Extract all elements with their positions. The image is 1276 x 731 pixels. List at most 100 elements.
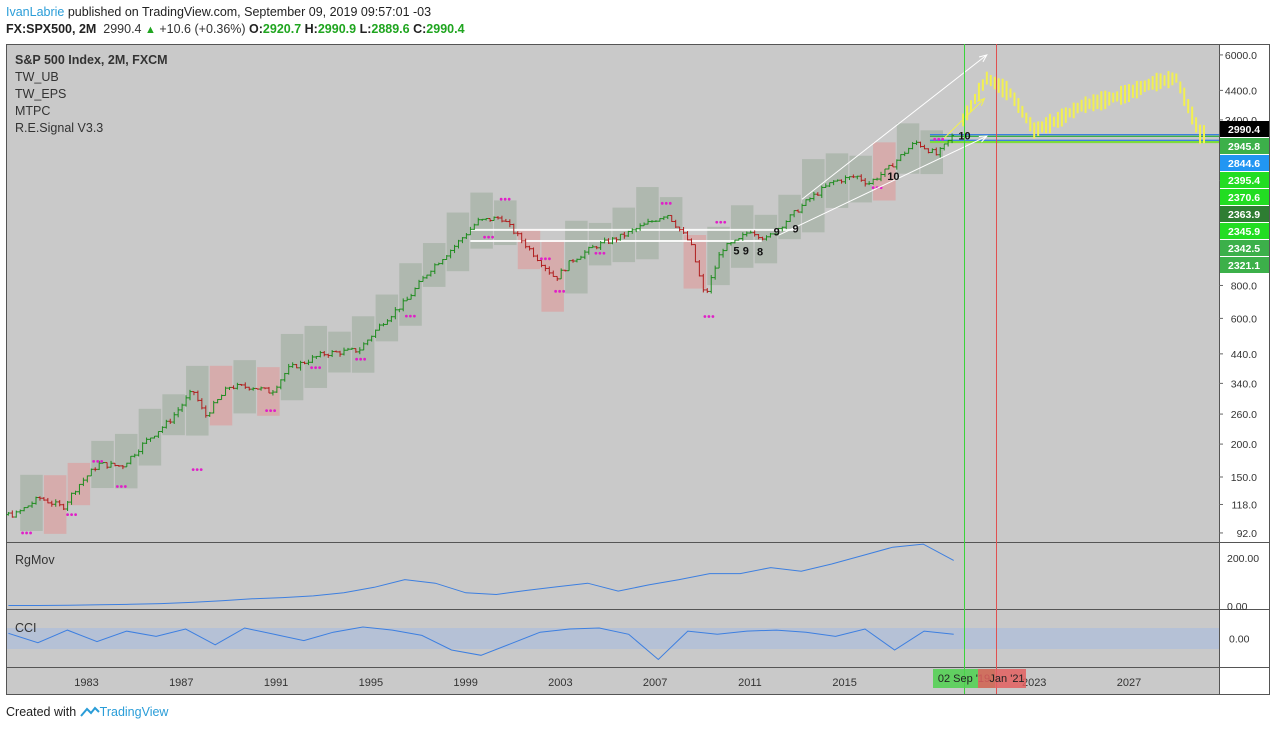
signal-dot: [355, 357, 359, 361]
signal-dot: [598, 251, 602, 255]
signal-dot: [715, 220, 719, 224]
tradingview-logo-icon: [79, 706, 100, 717]
signal-zone: [494, 200, 517, 246]
legend-indicator-4[interactable]: R.E.Signal V3.3: [15, 121, 103, 135]
price-tick-label: 200.0: [1231, 439, 1257, 451]
price-label-box: [1220, 240, 1269, 256]
signal-dot: [273, 409, 277, 413]
trend-arrow-lower: [778, 135, 988, 236]
signal-zone: [375, 294, 399, 342]
signal-zone: [896, 123, 920, 174]
price-label-box: [1220, 138, 1269, 154]
signal-zone: [778, 194, 801, 240]
time-tick-label: 2007: [643, 677, 667, 689]
signal-dot: [92, 459, 96, 463]
signal-zone: [517, 229, 541, 270]
price-label-box: [1220, 206, 1269, 222]
signal-zone: [802, 159, 825, 233]
rgmov-label[interactable]: RgMov: [15, 553, 55, 567]
price-pane[interactable]: [6, 44, 1219, 542]
low-label: L:: [359, 22, 372, 36]
price-label-text: 2342.5: [1228, 243, 1260, 255]
time-tick-label: 1995: [359, 677, 383, 689]
price-tick-label: 4400.0: [1225, 85, 1257, 97]
rgmov-axis-bg: [1219, 543, 1269, 609]
close-value: 2990.4: [426, 22, 465, 36]
legend-indicator-3[interactable]: MTPC: [15, 104, 50, 118]
price-label-text: 2370.6: [1228, 192, 1260, 204]
price-tick-label: 92.0: [1237, 528, 1258, 540]
signal-dot: [74, 513, 77, 516]
time-tick-label: 2015: [832, 677, 856, 689]
open-value: 2920.7: [262, 22, 302, 36]
price-tick-label: 340.0: [1231, 378, 1257, 390]
signal-dot: [937, 137, 941, 141]
trend-arrow-upper: [801, 54, 988, 200]
signal-dot: [318, 366, 322, 370]
time-tick-label: 2011: [738, 677, 762, 689]
price-label-text: 2321.1: [1228, 260, 1260, 272]
signal-dot: [660, 201, 664, 205]
open-label: O:: [249, 22, 263, 36]
price-tick-label: 6000.0: [1225, 50, 1257, 62]
published-text: published on TradingView.com, September …: [67, 5, 432, 19]
cci-tick-label: 0.00: [1229, 634, 1250, 646]
pane-borders: [6, 44, 1270, 695]
signal-dot: [100, 459, 104, 463]
signal-dot: [21, 531, 24, 535]
signal-dot: [363, 357, 367, 361]
high-label: H:: [304, 22, 318, 36]
signal-zone: [162, 394, 185, 436]
low-value: 2889.6: [371, 22, 410, 36]
price-label-box: [1220, 121, 1269, 137]
rgmov-line: [8, 543, 954, 606]
signal-dot: [723, 220, 727, 224]
signal-zone: [67, 462, 91, 506]
signal-dot: [507, 197, 511, 201]
signal-dot: [408, 314, 412, 318]
signal-zone: [565, 220, 588, 294]
signal-dot: [594, 251, 598, 255]
signal-zone: [588, 222, 612, 266]
count-label: 5: [733, 245, 739, 257]
price-change: +10.6 (+0.36%): [159, 22, 246, 36]
signal-dot: [66, 513, 69, 516]
trend-arrow-upper-head: [978, 54, 988, 63]
cci-axis-ticks: 0.00: [1229, 634, 1250, 646]
cci-label[interactable]: CCI: [15, 621, 37, 635]
time-tick-label: 1987: [169, 677, 193, 689]
signal-dot: [310, 366, 314, 370]
signal-dot: [719, 220, 723, 224]
price-tick-label: 118.0: [1232, 499, 1258, 511]
price-label-box: [1220, 223, 1269, 239]
count-label: 9: [793, 224, 799, 236]
signal-zone: [209, 365, 233, 426]
count-label: 8: [757, 246, 763, 258]
author-link[interactable]: IvanLabrie: [6, 5, 65, 19]
signal-dot: [491, 235, 494, 239]
close-label: C:: [413, 22, 427, 36]
price-label-text: 2363.9: [1228, 209, 1260, 221]
time-tick-label: 2003: [548, 677, 572, 689]
time-tick-label: 2023: [1022, 677, 1046, 689]
price-label-box: [1220, 189, 1269, 205]
signal-dot: [115, 485, 119, 488]
rgmov-pane[interactable]: [6, 543, 1219, 609]
signal-zone: [683, 235, 707, 289]
tradingview-link[interactable]: TradingView: [99, 705, 169, 719]
price-tick-label: 260.0: [1231, 409, 1257, 421]
price-tick-label: 150.0: [1231, 472, 1257, 484]
cci-line: [8, 626, 954, 661]
price-bars: [6, 133, 955, 518]
count-label: 9: [743, 245, 749, 257]
signal-dot: [25, 531, 28, 535]
legend-indicator-1[interactable]: TW_UB: [15, 70, 59, 84]
signal-dot: [404, 314, 408, 318]
signal-dot: [359, 357, 363, 361]
signal-dot: [119, 485, 123, 488]
signal-dot: [487, 235, 490, 239]
legend-indicator-2[interactable]: TW_EPS: [15, 87, 66, 101]
signal-dot: [70, 513, 73, 516]
signal-zone: [186, 365, 209, 436]
